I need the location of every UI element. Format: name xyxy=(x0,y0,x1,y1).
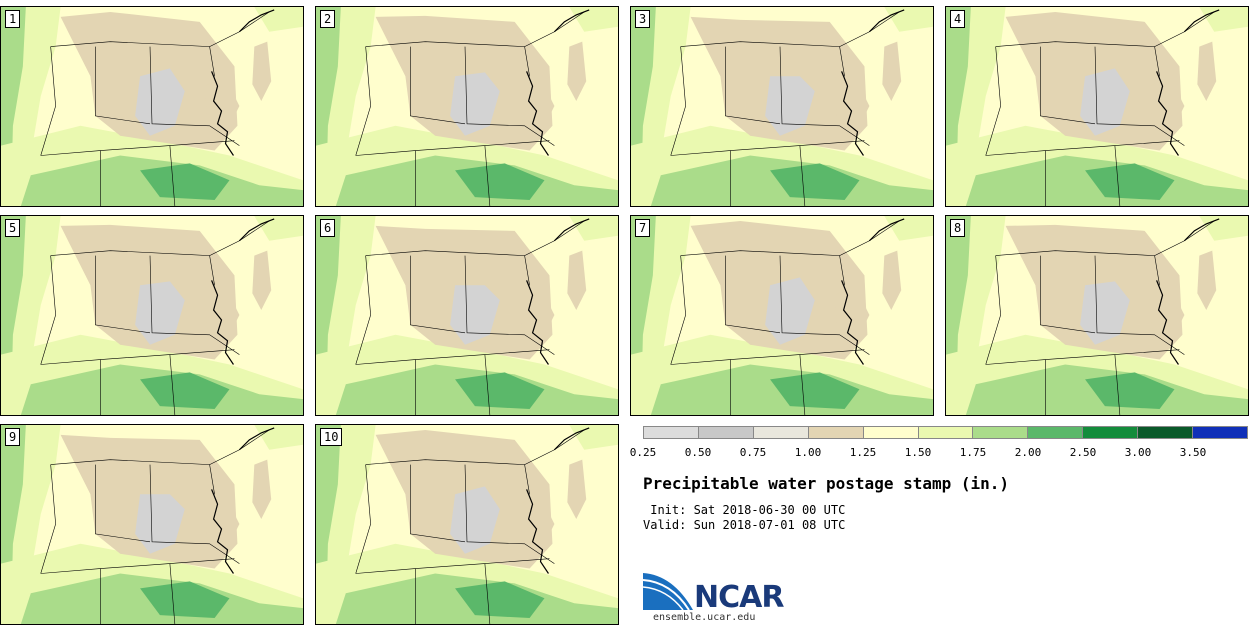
stamp-map-2: 2 xyxy=(315,6,619,207)
ncar-logo-text: NCAR xyxy=(694,580,784,615)
stamp-number: 6 xyxy=(320,219,336,237)
legend-tick-label: 3.50 xyxy=(1179,446,1207,459)
legend-swatch xyxy=(1192,426,1248,439)
stamp-map-9: 9 xyxy=(0,424,304,625)
ncar-logo-icon xyxy=(643,573,693,611)
stamp-number: 10 xyxy=(320,428,343,446)
legend-swatch xyxy=(697,426,753,439)
legend-swatch xyxy=(1137,426,1193,439)
color-legend xyxy=(643,426,1248,440)
stamp-number: 7 xyxy=(635,219,651,237)
valid-time: Valid: Sun 2018-07-01 08 UTC xyxy=(643,518,846,532)
legend-tick-label: 2.50 xyxy=(1069,446,1097,459)
legend-tick-label: 1.25 xyxy=(849,446,877,459)
ncar-url: ensemble.ucar.edu xyxy=(653,612,756,623)
stamp-map-6: 6 xyxy=(315,215,619,416)
stamp-number: 3 xyxy=(635,10,651,28)
stamp-map-1: 1 xyxy=(0,6,304,207)
stamp-number: 5 xyxy=(5,219,21,237)
chart-title: Precipitable water postage stamp (in.) xyxy=(643,474,1010,493)
init-time: Init: Sat 2018-06-30 00 UTC xyxy=(643,503,846,517)
stamp-number: 2 xyxy=(320,10,336,28)
stamp-map-5: 5 xyxy=(0,215,304,416)
stamp-map-3: 3 xyxy=(630,6,934,207)
legend-tick-label: 1.75 xyxy=(959,446,987,459)
stamp-map-8: 8 xyxy=(945,215,1249,416)
legend-swatch xyxy=(1027,426,1083,439)
stamp-number: 4 xyxy=(950,10,966,28)
stamp-number: 8 xyxy=(950,219,966,237)
legend-swatch xyxy=(917,426,973,439)
legend-swatch xyxy=(862,426,918,439)
legend-swatch xyxy=(972,426,1028,439)
legend-tick-label: 2.00 xyxy=(1014,446,1042,459)
legend-tick-label: 1.50 xyxy=(904,446,932,459)
legend-tick-label: 0.25 xyxy=(629,446,657,459)
legend-tick-label: 0.75 xyxy=(739,446,767,459)
legend-swatch xyxy=(807,426,863,439)
legend-tick-label: 3.00 xyxy=(1124,446,1152,459)
legend-swatch xyxy=(752,426,808,439)
legend-tick-label: 0.50 xyxy=(684,446,712,459)
stamp-number: 1 xyxy=(5,10,21,28)
legend-tick-label: 1.00 xyxy=(794,446,822,459)
stamp-map-10: 10 xyxy=(315,424,619,625)
stamp-map-4: 4 xyxy=(945,6,1249,207)
legend-swatch xyxy=(1082,426,1138,439)
stamp-number: 9 xyxy=(5,428,21,446)
stamp-map-7: 7 xyxy=(630,215,934,416)
legend-swatch xyxy=(643,426,698,439)
